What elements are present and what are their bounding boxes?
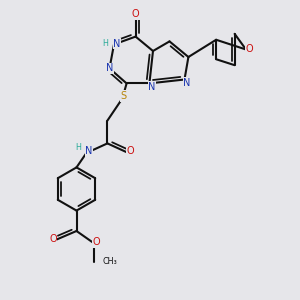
Text: N: N [85,146,92,157]
Text: S: S [121,91,127,101]
Text: CH₃: CH₃ [102,257,117,266]
Text: O: O [92,237,100,248]
Text: O: O [127,146,135,157]
Text: O: O [49,234,57,244]
Text: N: N [106,63,113,74]
Text: O: O [132,9,140,20]
Text: H: H [102,39,108,48]
Text: H: H [75,143,81,152]
Text: N: N [113,39,121,49]
Text: N: N [183,77,190,88]
Text: N: N [148,82,155,92]
Text: O: O [245,44,253,54]
